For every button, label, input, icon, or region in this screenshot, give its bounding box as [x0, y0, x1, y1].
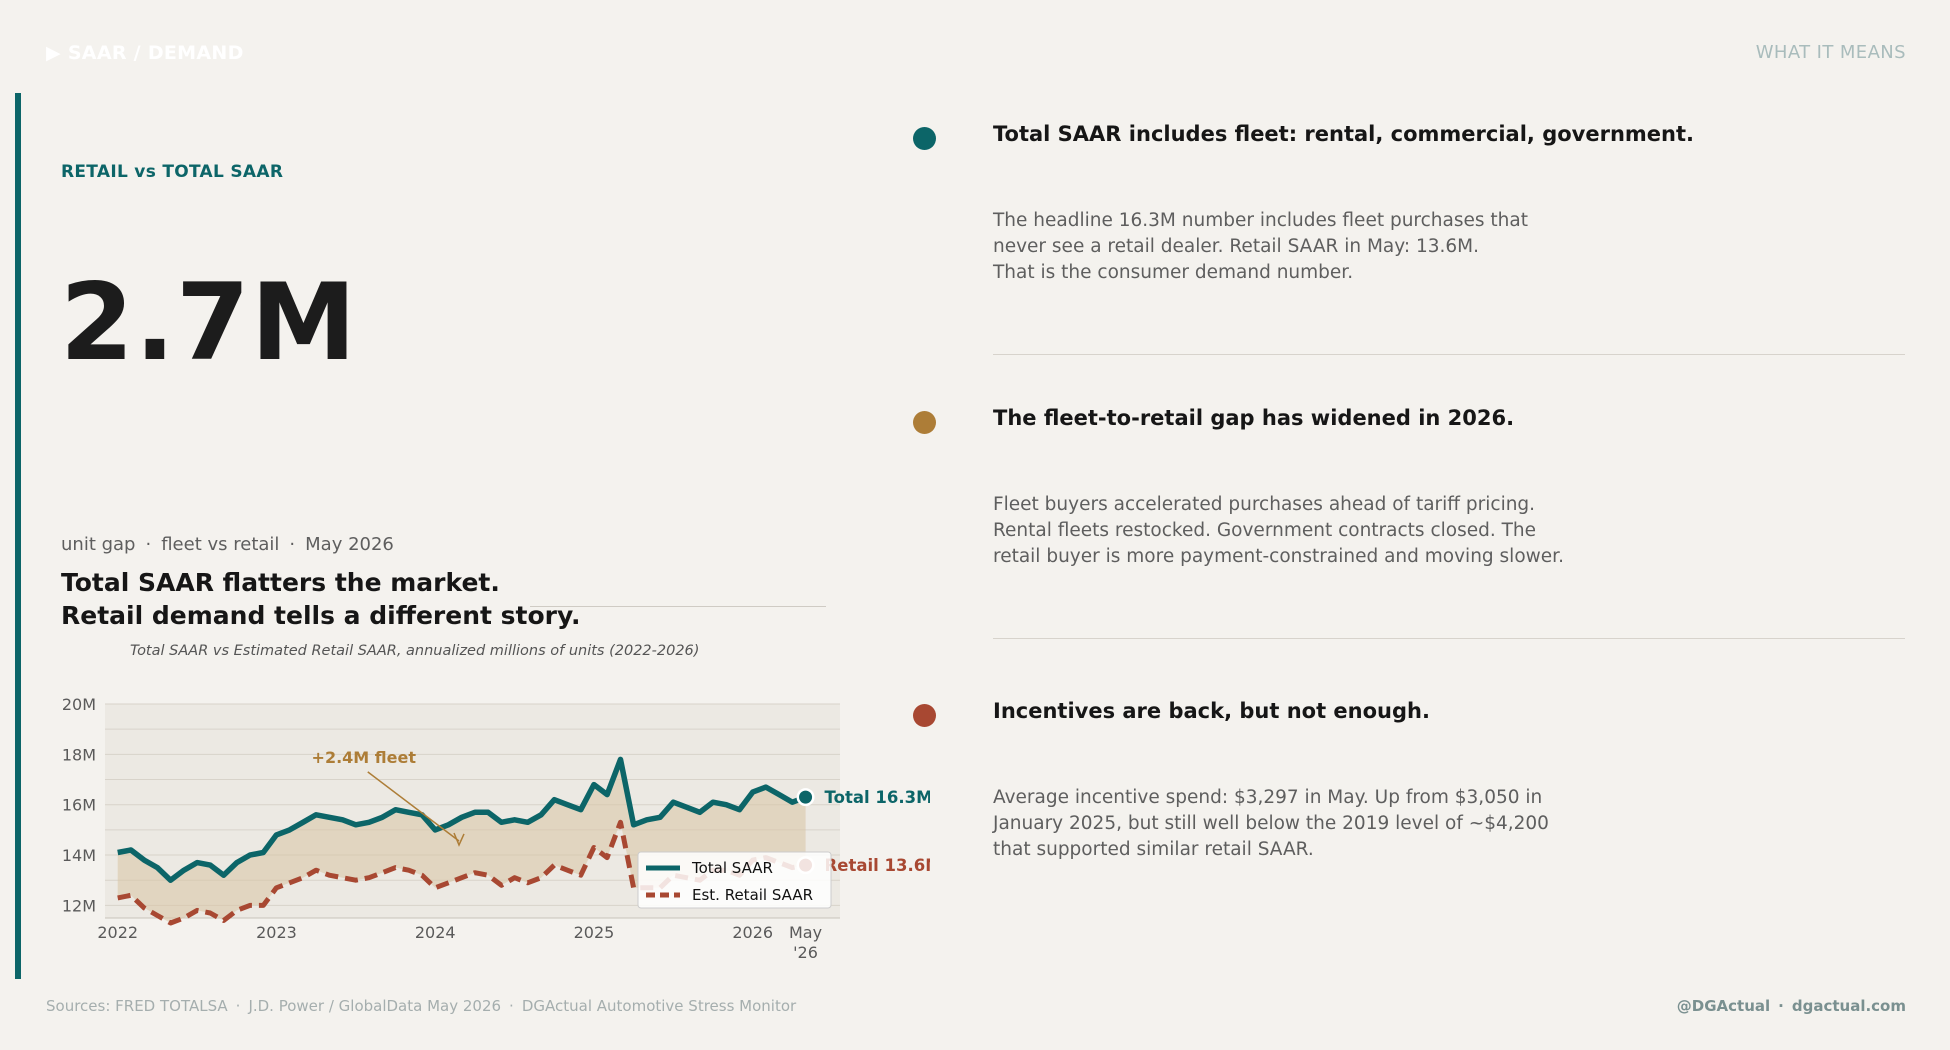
- annotation-arrowhead: [453, 832, 465, 847]
- legend-box: [637, 851, 832, 909]
- endpoint-dot: [799, 790, 813, 804]
- footer-sources: Sources: FRED TOTALSA · J.D. Power / Globa…: [46, 997, 796, 1015]
- endpoint-label: Total 16.3M: [825, 788, 930, 807]
- x-tick-label-line: May: [789, 923, 822, 942]
- what-it-means-label: WHAT IT MEANS: [1755, 42, 1906, 63]
- y-tick-label: 20M: [62, 695, 96, 714]
- annotation-fleet-gap: +2.4M fleet: [312, 748, 417, 767]
- point-divider: [993, 638, 1905, 639]
- point-body-line: January 2025, but still well below the 2…: [993, 813, 1549, 834]
- annotation-arrow: [367, 771, 460, 842]
- chart-title: Total SAAR vs Estimated Retail SAAR, ann…: [130, 643, 700, 659]
- subline-part: fleet vs retail: [161, 534, 280, 555]
- saar-line-chart: 12M 14M 16M 18M 20M 2022 2023 2024 2025 2026 May '2…: [62, 695, 930, 962]
- legend: Total SAAR Est. Retail SAAR: [637, 851, 832, 909]
- x-tick-label: 2022: [97, 923, 138, 942]
- point-body-line: Rental fleets restocked. Government cont…: [993, 520, 1537, 541]
- x-tick-label: 2026: [732, 923, 773, 942]
- x-tick-label: 2024: [415, 923, 456, 942]
- axis-ticks: 12M 14M 16M 18M 20M 2022 2023 2024 2025 2026 May '2…: [62, 695, 822, 962]
- point-body-line: that supported similar retail SAAR.: [993, 839, 1314, 860]
- point-body: Average incentive spend: $3,297 in May. …: [993, 785, 1633, 863]
- y-tick-label: 14M: [62, 846, 96, 865]
- source-separator: ·: [235, 997, 241, 1015]
- source-item: Sources: FRED TOTALSA: [46, 997, 228, 1015]
- y-tick-label: 16M: [62, 796, 96, 815]
- source-item: J.D. Power / GlobalData May 2026: [248, 997, 502, 1015]
- endpoint-label: Retail 13.6M: [825, 856, 930, 875]
- legend-label-retail: Est. Retail SAAR: [692, 886, 813, 904]
- point-bullet: [913, 411, 936, 434]
- subline-separator: ·: [289, 534, 296, 555]
- big-number: 2.7M: [60, 261, 358, 384]
- point-body-line: never see a retail dealer. Retail SAAR i…: [993, 236, 1480, 257]
- x-tick-label: 2023: [256, 923, 297, 942]
- point-body: The headline 16.3M number includes fleet…: [993, 208, 1633, 286]
- point-title: The fleet-to-retail gap has widened in 2…: [993, 406, 1515, 430]
- point-title: Incentives are back, but not enough.: [993, 699, 1430, 723]
- credit-separator: ·: [1778, 997, 1784, 1015]
- subline-part: May 2026: [305, 534, 394, 555]
- x-tick-label: 2025: [574, 923, 615, 942]
- headline: Total SAAR flatters the market. Retail d…: [61, 566, 580, 632]
- accent-bar: [15, 93, 21, 979]
- kicker: RETAIL vs TOTAL SAAR: [61, 162, 284, 182]
- point-bullet: [913, 127, 936, 150]
- legend-label-total: Total SAAR: [691, 859, 773, 877]
- headline-line: Retail demand tells a different story.: [61, 601, 581, 630]
- subline-part: unit gap: [61, 534, 136, 555]
- point-body-line: Fleet buyers accelerated purchases ahead…: [993, 494, 1536, 515]
- total-saar-line: [117, 756, 807, 883]
- point-bullet: [913, 704, 936, 727]
- divider: [530, 606, 826, 607]
- section-label: ▶ SAAR / DEMAND: [46, 42, 244, 64]
- y-tick-label: 18M: [62, 745, 96, 764]
- twitter-handle: @DGActual: [1676, 997, 1771, 1015]
- point-divider: [993, 354, 1905, 355]
- point-title: Total SAAR includes fleet: rental, comme…: [993, 122, 1694, 146]
- point-body-line: The headline 16.3M number includes fleet…: [993, 210, 1528, 231]
- point-body-line: That is the consumer demand number.: [993, 262, 1354, 283]
- y-tick-label: 12M: [62, 896, 96, 915]
- point-body-line: retail buyer is more payment-constrained…: [993, 546, 1564, 567]
- x-tick-label: May '26: [789, 923, 822, 962]
- subline: unit gap · fleet vs retail · May 2026: [61, 534, 394, 555]
- source-separator: ·: [509, 997, 514, 1015]
- point-body: Fleet buyers accelerated purchases ahead…: [993, 492, 1633, 570]
- website: dgactual.com: [1791, 997, 1906, 1015]
- point-body-line: Average incentive spend: $3,297 in May. …: [993, 787, 1543, 808]
- footer-credit: @DGActual · dgactual.com: [1677, 997, 1906, 1015]
- subline-separator: ·: [145, 534, 152, 555]
- source-item: DGActual Automotive Stress Monitor: [521, 997, 797, 1015]
- x-tick-label-line: '26: [793, 943, 818, 962]
- headline-line: Total SAAR flatters the market.: [61, 568, 500, 597]
- retail-saar-line: [117, 819, 807, 926]
